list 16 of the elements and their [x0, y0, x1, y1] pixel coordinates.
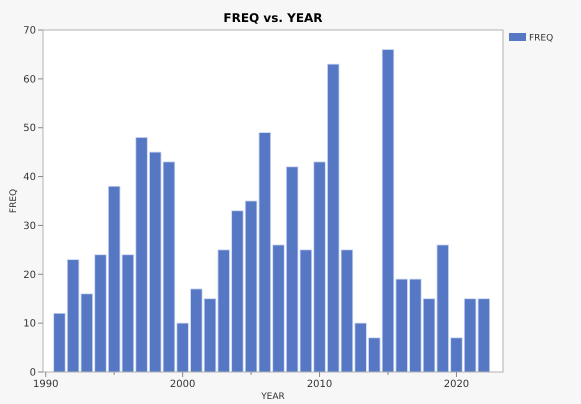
y-tick-label: 70 — [23, 26, 36, 36]
y-tick-label: 30 — [23, 220, 36, 232]
y-tick-label: 50 — [23, 123, 36, 134]
y-tick-label: 60 — [23, 74, 36, 86]
chart-title: FREQ vs. YEAR — [223, 11, 323, 25]
x-tick-label: 1990 — [33, 379, 58, 390]
legend-label: FREQ — [529, 34, 554, 44]
x-axis-title: YEAR — [260, 392, 285, 402]
y-axis-title: FREQ — [9, 188, 19, 214]
y-tick-label: 0 — [30, 368, 36, 378]
x-tick-label: 2020 — [444, 379, 470, 390]
y-tick-label: 40 — [23, 172, 36, 184]
x-tick-label: 2000 — [170, 379, 196, 390]
y-tick-label: 20 — [23, 270, 36, 281]
y-tick-label: 10 — [23, 318, 36, 330]
x-tick-label: 2010 — [306, 379, 332, 390]
